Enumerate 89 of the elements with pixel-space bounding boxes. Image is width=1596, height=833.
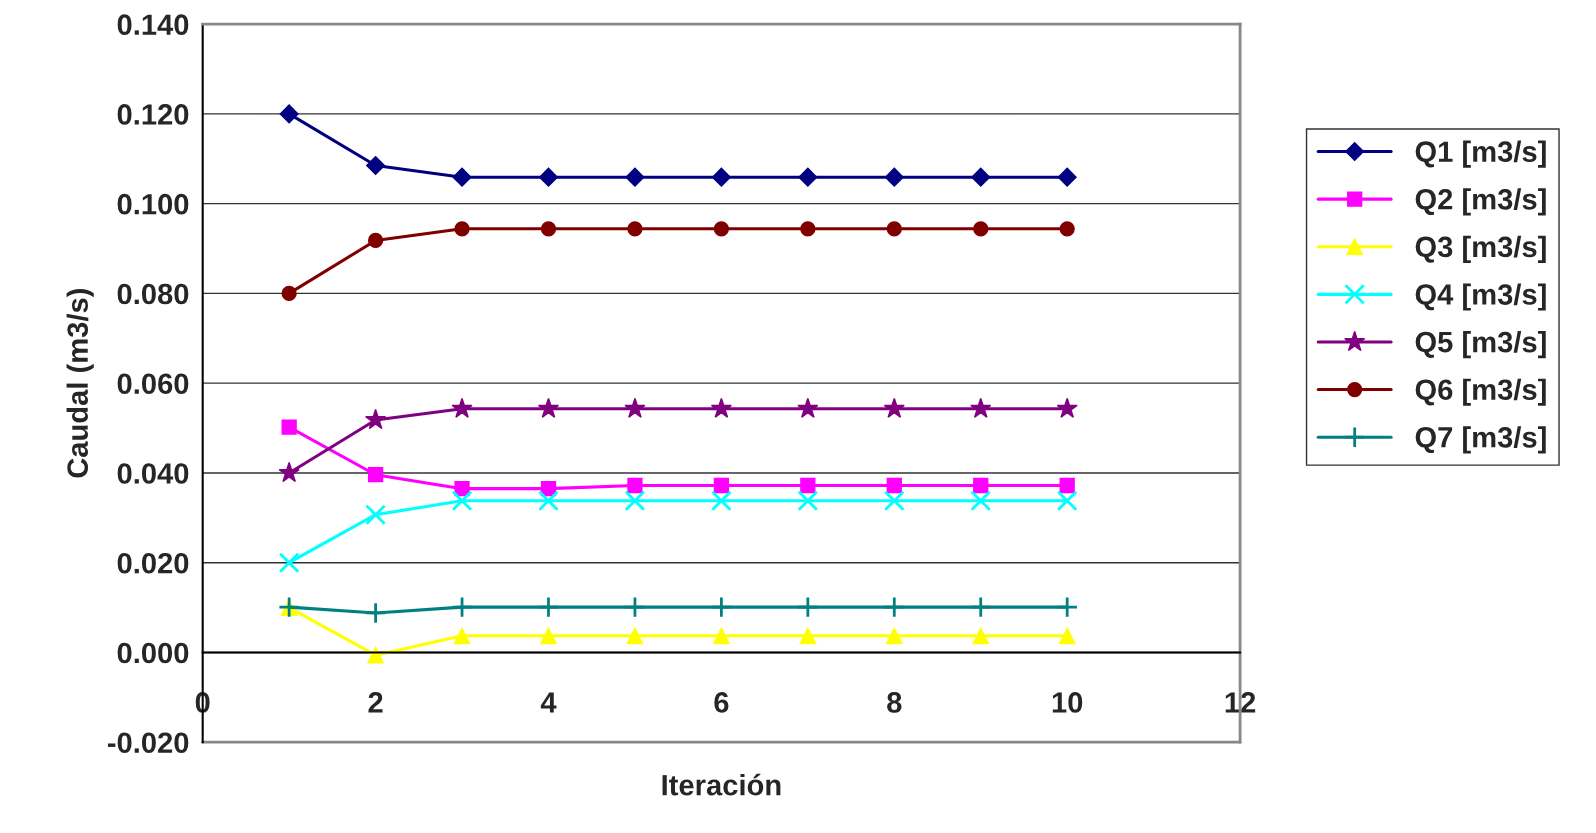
point	[538, 167, 559, 187]
point	[1056, 596, 1079, 619]
point	[540, 221, 557, 237]
x-tick-label: 6	[714, 692, 729, 713]
y-tick-label: -0.020	[107, 732, 189, 754]
legend-label: Q1 [m3/s]	[1415, 140, 1546, 168]
point	[451, 397, 473, 418]
x-tick-label: 8	[887, 692, 902, 713]
point	[625, 167, 645, 187]
y-tick-label: 0.000	[117, 642, 189, 664]
point	[1057, 167, 1077, 187]
point	[798, 167, 818, 187]
point	[626, 627, 644, 645]
point	[281, 285, 297, 302]
point	[713, 477, 730, 494]
point	[540, 627, 557, 645]
point	[364, 601, 387, 625]
point	[451, 490, 473, 512]
point	[1058, 627, 1076, 645]
x-axis-title: Iteración	[662, 773, 781, 796]
y-tick-label: 0.100	[117, 193, 189, 215]
legend-label: Q7 [m3/s]	[1415, 426, 1546, 454]
point	[453, 627, 471, 645]
point	[883, 490, 905, 512]
point	[366, 155, 386, 176]
point	[970, 397, 992, 418]
point	[279, 104, 299, 124]
x-tick-label: 10	[1052, 692, 1083, 713]
y-tick-label: 0.140	[117, 14, 189, 36]
point	[972, 627, 990, 645]
legend-label: Q3 [m3/s]	[1415, 235, 1546, 263]
y-tick-label: 0.060	[117, 373, 189, 395]
point	[278, 552, 300, 574]
point	[452, 167, 472, 187]
point	[1056, 490, 1078, 512]
legend-label: Q2 [m3/s]	[1415, 188, 1546, 216]
point	[799, 627, 817, 645]
point	[627, 221, 643, 237]
point	[713, 627, 730, 645]
point	[800, 477, 816, 494]
point	[365, 504, 387, 526]
legend-label: Q6 [m3/s]	[1415, 378, 1546, 406]
point	[450, 596, 474, 619]
point	[800, 221, 816, 237]
point	[1059, 221, 1075, 237]
y-tick-label: 0.120	[117, 104, 189, 125]
point	[886, 221, 902, 237]
point	[710, 490, 732, 512]
point	[367, 467, 384, 483]
point	[885, 627, 903, 645]
point	[537, 397, 560, 418]
y-axis-title: Caudal (m3/s)	[66, 289, 94, 478]
x-tick-label: 12	[1225, 692, 1256, 713]
point	[883, 596, 906, 619]
point	[538, 490, 559, 512]
point	[454, 221, 470, 237]
point	[713, 221, 730, 237]
x-tick-label: 2	[368, 692, 383, 713]
point	[711, 167, 731, 187]
point	[797, 490, 819, 512]
point	[884, 167, 904, 187]
y-tick-label: 0.040	[117, 463, 189, 484]
point	[367, 232, 384, 249]
point	[796, 596, 819, 619]
point	[971, 167, 991, 187]
point	[537, 596, 560, 619]
point	[973, 221, 989, 237]
point	[624, 490, 646, 512]
point	[624, 397, 646, 418]
point	[797, 397, 819, 418]
legend-label: Q4 [m3/s]	[1415, 283, 1546, 311]
point	[710, 397, 732, 418]
point	[281, 419, 297, 435]
point	[623, 596, 647, 619]
point	[278, 461, 300, 483]
legend-label: Q5 [m3/s]	[1415, 331, 1546, 359]
point	[969, 596, 992, 619]
point	[364, 408, 387, 430]
point	[886, 477, 902, 494]
point	[627, 477, 643, 494]
x-tick-label: 4	[540, 692, 557, 713]
point	[710, 596, 733, 619]
point	[883, 397, 905, 418]
y-tick-label: 0.020	[117, 552, 189, 574]
point	[1056, 397, 1078, 418]
point	[973, 477, 989, 494]
point	[1059, 477, 1075, 494]
point	[970, 490, 992, 512]
y-tick-label: 0.080	[117, 283, 189, 305]
